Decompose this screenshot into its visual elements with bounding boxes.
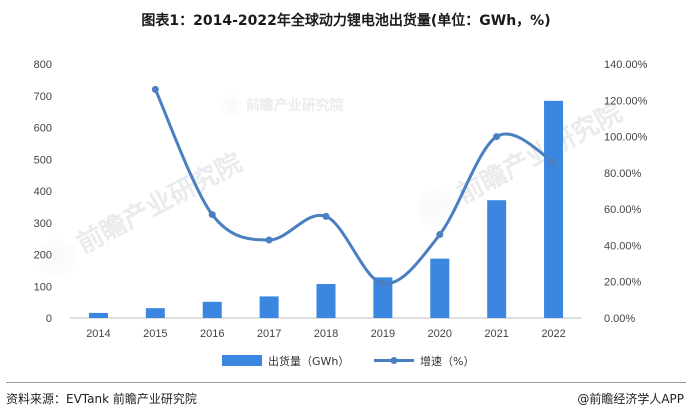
bar [88,312,108,318]
x-tick-label: 2017 [257,328,281,340]
bar [430,258,450,318]
x-tick-label: 2015 [143,328,167,340]
bar-series [88,100,564,318]
bar [259,296,279,318]
watermark-circle [221,94,243,116]
line-point [436,231,444,239]
watermark-circle [36,238,76,278]
watermark-text: 前瞻产业研究院 [452,97,627,210]
y-left-tick-label: 500 [34,154,52,166]
watermark-circle [416,188,456,228]
line-series [151,85,558,288]
x-tick-label: 2014 [86,328,110,340]
source-note: 资料来源：EVTank 前瞻产业研究院 [6,392,197,406]
y-left-tick-label: 800 [34,59,52,71]
y-right-tick-label: 140.00% [604,59,648,71]
y-left-tick-label: 400 [34,186,52,198]
line-point [265,236,273,244]
watermark-logo: 前瞻产业研究院 [416,97,627,228]
line-point [550,158,558,166]
legend-line-label: 增速（%） [420,354,474,368]
y-right-tick-label: 60.00% [604,204,642,216]
y-left-tick-label: 700 [34,91,52,103]
brand-credit: @前瞻经济学人APP [577,392,684,406]
x-tick-label: 2018 [314,328,338,340]
y-left-tick-label: 600 [34,123,52,135]
y-right-tick-label: 100.00% [604,132,648,144]
line-point [322,212,330,220]
bar [373,277,393,318]
line-point [208,211,216,219]
line-point [493,133,501,141]
x-tick-label: 2016 [200,328,224,340]
bar [145,308,165,318]
y-right-tick-label: 80.00% [604,168,642,180]
legend: 出货量（GWh） 增速（%） [222,354,474,368]
line-point [379,280,387,288]
y-left-tick-label: 300 [34,218,52,230]
legend-line-marker [390,357,398,364]
x-tick-label: 2019 [371,328,395,340]
y-right-tick-label: 40.00% [604,240,642,252]
bar [487,200,507,318]
bar [316,284,336,318]
footer: 资料来源：EVTank 前瞻产业研究院 @前瞻经济学人APP [0,382,692,418]
chart-title: 图表1：2014-2022年全球动力锂电池出货量(单位：GWh，%) [141,13,551,29]
y-right-tick-label: 120.00% [604,95,648,107]
y-left-tick-label: 0 [46,313,52,325]
legend-bar-swatch [222,355,262,366]
watermark-text: 前瞻产业研究院 [246,97,344,114]
legend-bar-label: 出货量（GWh） [268,354,349,368]
y-left-tick-label: 200 [34,250,52,262]
line-point [151,85,159,93]
x-tick-label: 2020 [428,328,452,340]
watermark-logo: 前瞻产业研究院 [221,94,344,116]
y-right-tick-label: 20.00% [604,277,642,289]
y-left-tick-label: 100 [34,281,52,293]
footer-divider [6,382,686,383]
y-right-tick-label: 0.00% [604,313,635,325]
watermark-text: 前瞻产业研究院 [72,147,247,260]
bar [202,301,222,318]
bar [544,100,564,318]
x-tick-label: 2022 [541,328,565,340]
watermark-logo: 前瞻产业研究院 [36,147,247,278]
x-tick-label: 2021 [484,328,508,340]
